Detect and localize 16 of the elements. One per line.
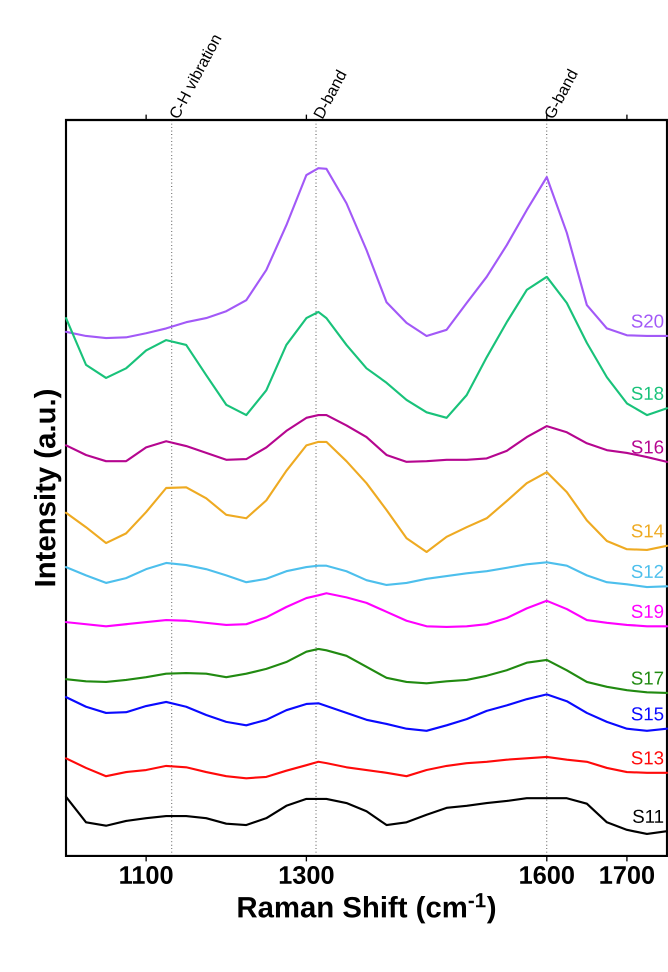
series-label: S19 bbox=[632, 604, 664, 618]
y-axis-title: Intensity (a.u.) bbox=[34, 390, 62, 586]
x-tick-label: 1600 bbox=[520, 866, 574, 884]
series-label: S18 bbox=[632, 386, 664, 400]
series-label: S12 bbox=[632, 564, 664, 578]
series-label: S17 bbox=[632, 671, 664, 685]
series-label: S20 bbox=[632, 314, 664, 328]
x-axis-title: Raman Shift (cm$^{-1}$) bbox=[238, 893, 496, 924]
series-label: S14 bbox=[632, 524, 664, 538]
x-tick-label: 1700 bbox=[600, 866, 654, 884]
x-tick-label: 1100 bbox=[120, 866, 173, 884]
series-label: S13 bbox=[632, 751, 664, 765]
series-label: S16 bbox=[632, 440, 664, 454]
series-label: S11 bbox=[633, 810, 664, 823]
x-tick-label: 1300 bbox=[280, 866, 334, 884]
series-label: S15 bbox=[632, 707, 664, 720]
